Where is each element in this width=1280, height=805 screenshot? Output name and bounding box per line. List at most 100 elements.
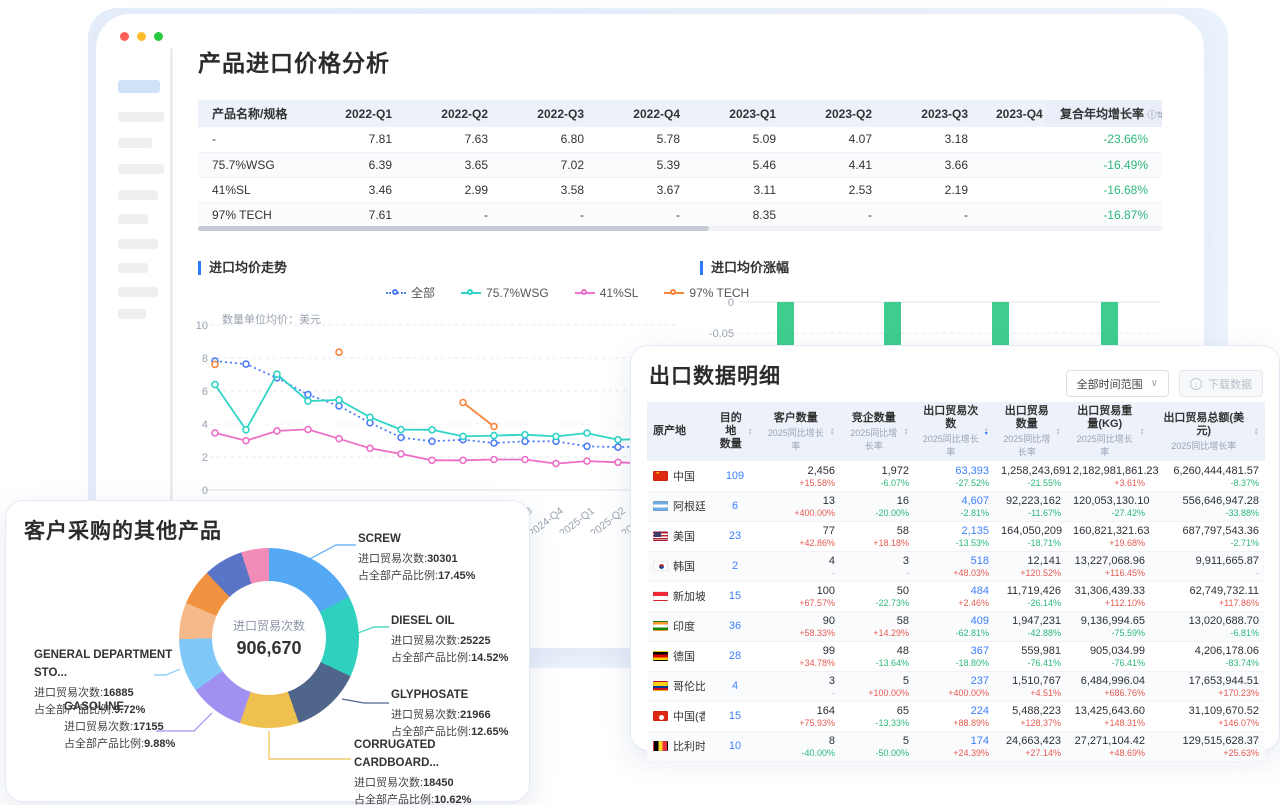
destination-count-link[interactable]: 15: [728, 710, 742, 723]
metric-cell: 484 +2.46%: [915, 581, 995, 611]
destination-count-link[interactable]: 10: [728, 740, 742, 753]
legend-marker: [386, 288, 406, 297]
product-name: -: [198, 127, 310, 152]
product-name: 75.7%WSG: [198, 152, 310, 177]
metric-growth: +116.45%: [1104, 567, 1145, 578]
sidebar-skeleton-item: [118, 263, 148, 273]
metric-cell: 63,393 -27.52%: [915, 461, 995, 491]
country-name: 韩国: [673, 561, 695, 574]
price-value: 3.18: [886, 127, 982, 152]
metric-cell: 58 +14.29%: [841, 611, 915, 641]
metric-growth: -6.81%: [1230, 627, 1259, 638]
metric-value: 2,182,981,861.23: [1073, 464, 1159, 477]
sort-icon[interactable]: ⇅: [1156, 110, 1162, 120]
sort-icons[interactable]: ▲ ▼: [829, 426, 835, 437]
close-button[interactable]: [120, 32, 129, 41]
metric-value: 367: [970, 644, 989, 657]
metric-cell: 367 -18.80%: [915, 641, 995, 671]
export-col-4[interactable]: 出口贸易次数 2025同比增长率 ▲ ▼: [915, 402, 995, 462]
metric-cell: 5 +100.00%: [841, 671, 915, 701]
metric-cell: 3 -: [841, 551, 915, 581]
sort-icons[interactable]: ▲ ▼: [1253, 426, 1259, 437]
legend-item-97% TECH[interactable]: 97% TECH: [664, 284, 749, 301]
metric-value: 1,947,231: [1012, 614, 1061, 627]
sort-icons[interactable]: ▲ ▼: [903, 426, 909, 437]
metric-cell: 65 -13.33%: [841, 701, 915, 731]
export-col-7[interactable]: 出口贸易总额(美元) 2025同比增长率 ▲ ▼: [1151, 402, 1265, 462]
destination-count-link[interactable]: 2: [731, 560, 739, 573]
sidebar-skeleton-item: [118, 112, 164, 122]
metric-cell: 6,260,444,481.57 -8.37%: [1151, 461, 1265, 491]
destination-count-link[interactable]: 109: [725, 470, 745, 483]
window-controls: [120, 32, 163, 41]
donut-callout: GENERAL DEPARTMENT STO... 进口贸易次数:16885 占…: [34, 647, 184, 719]
metric-cell: 1,510,767 +4.51%: [995, 671, 1067, 701]
metric-cell: 12,141 +120.52%: [995, 551, 1067, 581]
time-range-select[interactable]: 全部时间范围 ∨: [1065, 370, 1169, 397]
metric-growth: -42.88%: [1027, 627, 1061, 638]
legend-item-75.7%WSG[interactable]: 75.7%WSG: [461, 284, 549, 301]
destination-count-link[interactable]: 4: [731, 680, 739, 693]
price-value-hidden: [982, 177, 1046, 202]
country-name: 哥伦比亚: [673, 681, 705, 694]
maximize-button[interactable]: [154, 32, 163, 41]
download-icon: ↓: [1190, 377, 1202, 390]
metric-cell: 48 -13.64%: [841, 641, 915, 671]
metric-cell: 31,306,439.33 +112.10%: [1067, 581, 1151, 611]
metric-growth: -13.64%: [875, 657, 909, 668]
metric-cell: 164,050,209 -18.71%: [995, 521, 1067, 551]
sidebar-skeleton-item: [118, 138, 152, 148]
col-cagr[interactable]: 复合年均增长率 ⓘ⇅: [1046, 100, 1162, 127]
metric-value: 31,306,439.33: [1074, 584, 1145, 597]
export-col-2[interactable]: 客户数量 2025同比增长率 ▲ ▼: [759, 402, 841, 462]
legend-item-41%SL[interactable]: 41%SL: [574, 284, 638, 301]
metric-growth: +686.76%: [1104, 687, 1145, 698]
metric-value: 50: [896, 584, 909, 597]
destination-count-link[interactable]: 28: [728, 650, 742, 663]
metric-growth: -76.41%: [1111, 657, 1145, 668]
metric-value: 27,271,104.42: [1074, 734, 1145, 747]
price-value-hidden: [982, 202, 1046, 227]
legend-item-全部[interactable]: 全部: [386, 284, 435, 301]
metric-growth: -75.59%: [1111, 627, 1145, 638]
metric-value: 5,488,223: [1012, 704, 1061, 717]
export-col-5[interactable]: 出口贸易数量 2025同比增长率 ▲ ▼: [995, 402, 1067, 462]
sidebar-item-active[interactable]: [118, 80, 160, 93]
metric-cell: 1,258,243,691 -21.55%: [995, 461, 1071, 491]
minimize-button[interactable]: [137, 32, 146, 41]
export-col-3[interactable]: 竞企数量 2025同比增长率 ▲ ▼: [841, 402, 915, 462]
sort-icons[interactable]: ▲ ▼: [747, 426, 753, 437]
metric-value: 2,135: [961, 524, 989, 537]
origin-cell: 美国: [647, 521, 711, 551]
cagr-value: -16.68%: [1046, 177, 1162, 202]
sort-icons[interactable]: ▲ ▼: [983, 426, 989, 437]
sort-icons[interactable]: ▲ ▼: [1055, 426, 1061, 437]
col-quarter-0: 2022-Q1: [310, 100, 406, 127]
metric-growth: +400.00%: [794, 507, 835, 518]
metric-value: 6,484,996.04: [1080, 674, 1145, 687]
download-data-button[interactable]: ↓ 下载数据: [1179, 370, 1263, 397]
metric-cell: 559,981 -76.41%: [995, 641, 1067, 671]
export-col-6[interactable]: 出口贸易重量(KG) 2025同比增长率 ▲ ▼: [1067, 402, 1151, 462]
legend-marker: [664, 288, 685, 297]
metric-cell: 62,749,732.11 +117.86%: [1151, 581, 1265, 611]
destination-count-link[interactable]: 15: [728, 590, 742, 603]
flag-co-icon: [653, 681, 668, 692]
metric-growth: +48.03%: [953, 567, 989, 578]
price-row: -7.81 7.63 6.80 5.78 5.09 4.07 3.18 -23.66%: [198, 127, 1162, 152]
svg-text:4: 4: [202, 419, 208, 431]
donut-callout: GLYPHOSATE 进口贸易次数:21966 占全部产品比例:12.65%: [391, 687, 541, 741]
metric-value: 164: [816, 704, 835, 717]
metric-growth: -18.71%: [1027, 537, 1061, 548]
scrollbar-thumb[interactable]: [198, 226, 709, 231]
destination-count-link[interactable]: 6: [731, 500, 739, 513]
metric-cell: 4,607 -2.81%: [915, 491, 995, 521]
export-row: 比利时 10 8 -40.00% 5 -50.00% 174 +24.39% 24…: [647, 731, 1265, 762]
export-col-1[interactable]: 目的地 数量 ▲ ▼: [711, 402, 759, 462]
price-value: 5.39: [598, 152, 694, 177]
sort-icons[interactable]: ▲ ▼: [1139, 426, 1145, 437]
price-value: 4.07: [790, 127, 886, 152]
metric-growth: +4.51%: [1030, 687, 1061, 698]
destination-count-link[interactable]: 36: [728, 620, 742, 633]
destination-count-link[interactable]: 23: [728, 530, 742, 543]
